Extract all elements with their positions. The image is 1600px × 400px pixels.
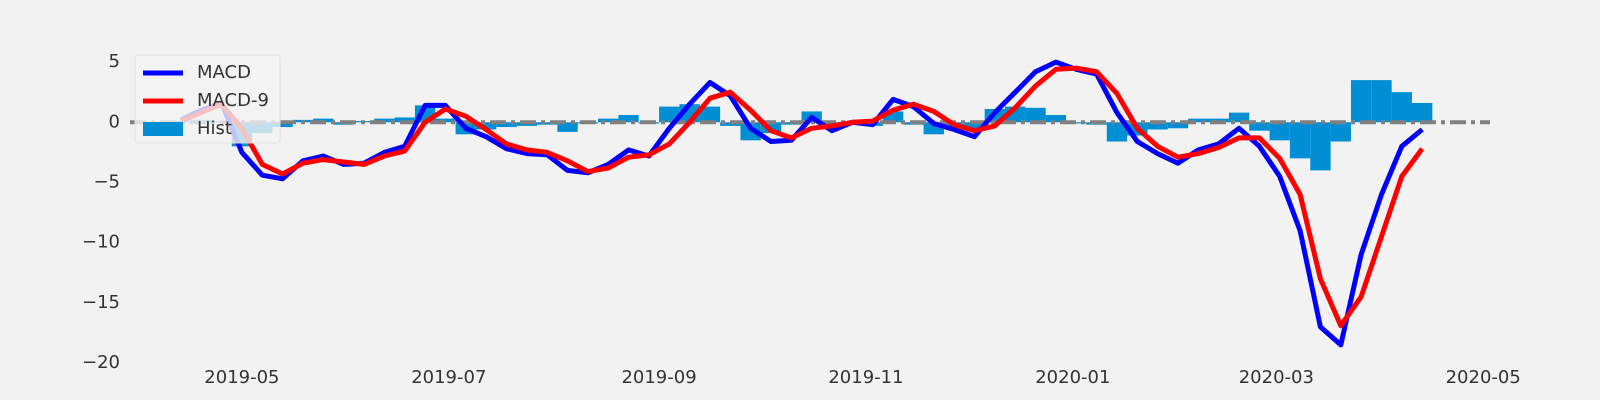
hist-bar bbox=[598, 118, 619, 123]
y-tick-label: −10 bbox=[82, 232, 120, 253]
legend-swatch bbox=[143, 122, 183, 136]
hist-bar bbox=[1269, 122, 1290, 141]
hist-bar bbox=[1066, 122, 1087, 124]
legend-box bbox=[134, 54, 281, 144]
y-tick-label: 0 bbox=[109, 111, 120, 132]
hist-bar bbox=[699, 106, 721, 123]
hist-bar bbox=[882, 111, 904, 123]
hist-bar bbox=[1106, 122, 1128, 142]
legend-label: MACD bbox=[197, 62, 251, 83]
hist-bar bbox=[1391, 92, 1412, 123]
x-tick-label: 2019-09 bbox=[621, 367, 696, 388]
legend-label: Hist bbox=[197, 118, 232, 139]
hist-bar bbox=[659, 106, 680, 123]
hist-bar bbox=[1167, 122, 1189, 129]
hist-bar bbox=[557, 122, 578, 132]
hist-bar bbox=[964, 122, 985, 129]
y-tick-label: 5 bbox=[109, 51, 120, 72]
hist-bar bbox=[1188, 118, 1209, 123]
hist-bar bbox=[1411, 103, 1433, 123]
hist-bar bbox=[1045, 115, 1067, 123]
y-tick-label: −5 bbox=[93, 171, 120, 192]
y-tick-label: −15 bbox=[82, 292, 120, 313]
x-tick-label: 2020-01 bbox=[1035, 367, 1110, 388]
x-tick-label: 2020-05 bbox=[1446, 367, 1521, 388]
x-tick-label: 2019-11 bbox=[828, 367, 903, 388]
hist-bar bbox=[1228, 112, 1250, 123]
y-tick-label: −20 bbox=[82, 352, 120, 373]
x-tick-label: 2019-07 bbox=[411, 367, 486, 388]
hist-bar bbox=[618, 115, 639, 123]
line-macd bbox=[179, 59, 1424, 348]
hist-bar bbox=[1249, 122, 1270, 131]
hist-bar bbox=[1330, 122, 1351, 142]
line-macd-9 bbox=[179, 65, 1425, 329]
hist-bar bbox=[536, 122, 558, 125]
hist-bar bbox=[1025, 107, 1046, 123]
hist-bar bbox=[1350, 80, 1372, 123]
legend: MACD MACD-9 Hist bbox=[134, 54, 281, 144]
x-tick-label: 2019-05 bbox=[204, 367, 279, 388]
x-tick-label: 2020-03 bbox=[1239, 367, 1314, 388]
hist-bar bbox=[1371, 80, 1392, 123]
hist-bar bbox=[1147, 122, 1168, 130]
hist-bar bbox=[272, 122, 293, 128]
hist-bar bbox=[475, 122, 497, 130]
hist-bar bbox=[394, 117, 415, 123]
legend-label: MACD-9 bbox=[197, 90, 269, 111]
hist-bar bbox=[1289, 122, 1311, 159]
hist-bar bbox=[1310, 122, 1331, 171]
hist-bar bbox=[496, 122, 517, 128]
